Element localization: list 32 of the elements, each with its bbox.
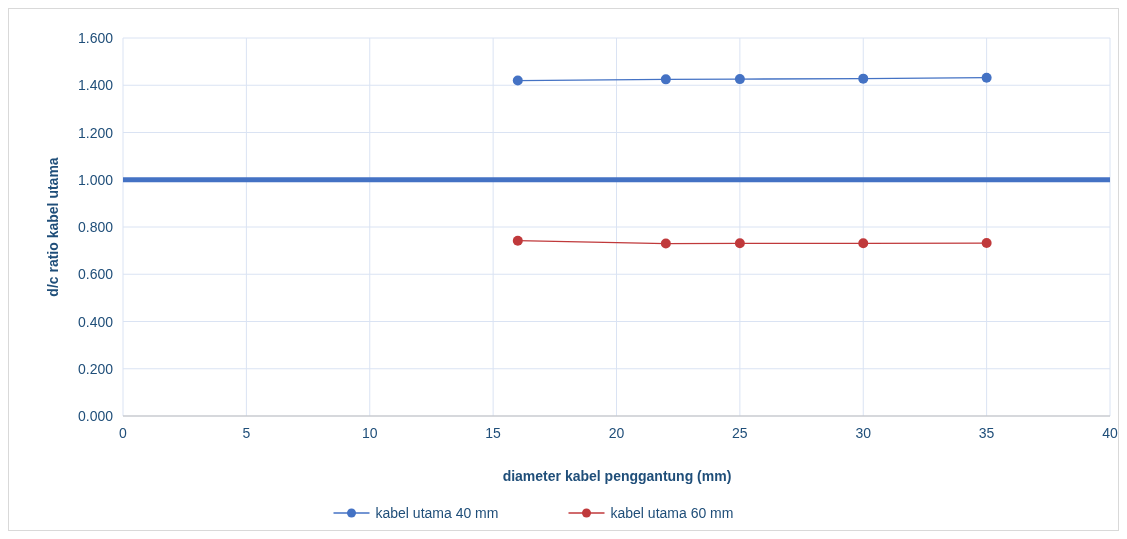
y-tick-label: 0.600 <box>77 266 114 283</box>
point <box>858 73 869 84</box>
y-tick-label: 0.800 <box>77 219 114 235</box>
x-axis-title: diameter kabel penggantung (mm) <box>502 468 732 484</box>
point <box>512 75 523 86</box>
x-tick-label: 15 <box>485 425 502 441</box>
x-tick-label: 10 <box>361 425 378 441</box>
y-tick-label: 1.600 <box>77 30 114 46</box>
legend-label: kabel utama 40 mm <box>375 505 499 521</box>
point <box>734 74 745 85</box>
x-tick-label: 35 <box>978 425 995 441</box>
x-tick-label: 0 <box>119 425 128 441</box>
point <box>660 74 671 85</box>
x-tick-label: 40 <box>1102 425 1118 441</box>
y-tick-label: 0.000 <box>77 408 114 424</box>
y-tick-label: 0.400 <box>77 313 114 330</box>
x-tick-label: 25 <box>732 425 748 441</box>
point <box>734 238 745 249</box>
x-tick-label: 30 <box>855 425 872 441</box>
x-tick-label: 20 <box>608 425 625 441</box>
y-tick-label: 1.200 <box>77 124 114 141</box>
y-tick-label: 1.000 <box>77 171 114 188</box>
point <box>858 238 869 249</box>
y-tick-label: 1.400 <box>77 77 114 94</box>
x-tick-label: 5 <box>242 425 251 441</box>
y-tick-label: 0.200 <box>77 360 114 377</box>
legend-label: kabel utama 60 mm <box>610 505 734 521</box>
y-axis-title: d/c ratio kabel utama <box>45 157 61 297</box>
point <box>981 72 992 83</box>
point <box>512 235 523 246</box>
point <box>981 238 992 249</box>
point <box>660 238 671 249</box>
